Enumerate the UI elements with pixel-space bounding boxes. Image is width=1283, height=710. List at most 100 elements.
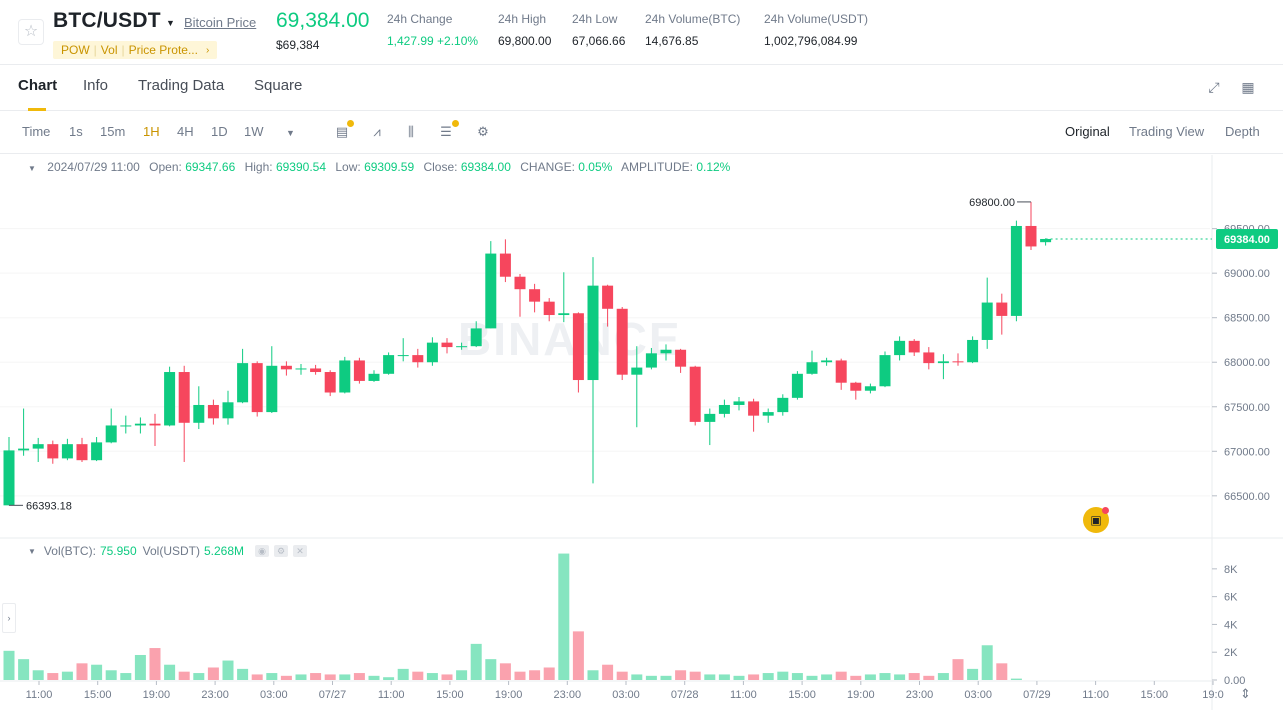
volume-tick-label: 6K bbox=[1224, 592, 1238, 604]
vol-btc-value: 75.950 bbox=[99, 544, 137, 558]
volume-bar bbox=[383, 677, 395, 680]
view-original[interactable]: Original bbox=[1065, 124, 1110, 139]
indicators-icon[interactable]: ⩘ bbox=[373, 124, 381, 139]
volume-bar bbox=[237, 668, 249, 680]
ohlc-high: 69390.54 bbox=[275, 160, 327, 174]
candle-body bbox=[631, 367, 643, 375]
axis-scale-icon[interactable]: ⇕ bbox=[1240, 686, 1251, 701]
volume-bar bbox=[397, 668, 409, 680]
candle-body bbox=[91, 442, 103, 461]
time-tick-label: 15:00 bbox=[436, 689, 464, 701]
stat-label: 24h Change bbox=[387, 12, 453, 26]
interval-1w[interactable]: 1W bbox=[244, 124, 264, 139]
volume-bar bbox=[105, 670, 117, 680]
tab-square[interactable]: Square bbox=[254, 77, 303, 94]
interval-1h[interactable]: 1H bbox=[143, 124, 160, 139]
volume-bar bbox=[748, 674, 760, 680]
pair-name[interactable]: BTC/USDT bbox=[53, 9, 161, 32]
tab-chart[interactable]: Chart bbox=[18, 77, 58, 94]
volume-bar bbox=[470, 643, 482, 680]
volume-bar bbox=[835, 671, 847, 680]
chart-type-icon[interactable]: ▤ bbox=[335, 124, 349, 139]
candle-body bbox=[996, 302, 1008, 316]
candle-body bbox=[178, 372, 190, 423]
ohlc-low-label: Low: bbox=[335, 160, 361, 174]
time-tick-label: 03:00 bbox=[964, 689, 992, 701]
volume-bar bbox=[923, 675, 935, 680]
candle-body bbox=[134, 423, 146, 426]
layout-grid-icon[interactable]: ▦ bbox=[1241, 79, 1255, 95]
stat-label: 24h Volume(BTC) bbox=[645, 12, 741, 26]
collapse-caret-icon[interactable]: ▼ bbox=[28, 164, 36, 173]
chart-tabs: Chart Info Trading Data Square bbox=[0, 65, 1283, 111]
chevron-right-icon[interactable]: › bbox=[2, 603, 16, 633]
volume-bar bbox=[645, 675, 657, 680]
volume-bar bbox=[704, 674, 716, 680]
candle-body bbox=[718, 404, 730, 414]
settings-gear-icon[interactable]: ⚙ bbox=[477, 124, 489, 139]
interval-15m[interactable]: 15m bbox=[100, 124, 126, 139]
ohlc-open: 69347.66 bbox=[185, 160, 236, 174]
volume-bar bbox=[441, 674, 453, 680]
chevron-down-icon[interactable]: ▼ bbox=[166, 18, 175, 28]
time-tick-label: 15:00 bbox=[788, 689, 816, 701]
view-trading-view[interactable]: Trading View bbox=[1129, 124, 1205, 139]
volume-bar bbox=[120, 673, 132, 680]
interval-1d[interactable]: 1D bbox=[211, 124, 228, 139]
volume-bar bbox=[280, 675, 292, 680]
candle-body bbox=[937, 361, 949, 364]
favorite-star-icon[interactable]: ☆ bbox=[18, 19, 44, 45]
candle-body bbox=[368, 373, 380, 381]
vol-usdt-label: Vol(USDT) bbox=[142, 544, 200, 558]
interval-4h[interactable]: 4H bbox=[177, 124, 194, 139]
candle-body bbox=[529, 289, 541, 302]
fullscreen-icon[interactable]: ⤢ bbox=[1208, 79, 1220, 95]
candle-body bbox=[660, 349, 672, 354]
tab-info[interactable]: Info bbox=[83, 77, 109, 94]
tag-vol[interactable]: Vol bbox=[100, 43, 118, 57]
time-tick-label: 07/27 bbox=[319, 689, 347, 701]
eye-icon[interactable]: ◉ bbox=[255, 545, 270, 557]
volume-bar bbox=[266, 673, 278, 680]
tab-trading-data[interactable]: Trading Data bbox=[138, 77, 225, 94]
candle-body bbox=[821, 360, 833, 363]
stat-label: 24h High bbox=[498, 12, 547, 26]
ohlc-open-label: Open: bbox=[149, 160, 182, 174]
volume-bar bbox=[149, 648, 161, 680]
candlestick-chart[interactable]: 66500.00 67000.00 67500.00 68000.00 68500.00… bbox=[0, 155, 1283, 710]
tag-pow[interactable]: POW bbox=[61, 43, 90, 57]
volume-tick-label: 0.00 bbox=[1224, 675, 1245, 687]
tag-separator: | bbox=[121, 43, 125, 57]
view-depth[interactable]: Depth bbox=[1225, 124, 1260, 139]
candle-body bbox=[908, 340, 920, 353]
chevron-right-icon[interactable]: › bbox=[205, 44, 210, 56]
volume-bar bbox=[602, 664, 614, 680]
volume-bar bbox=[894, 674, 906, 680]
interval-1s[interactable]: 1s bbox=[69, 124, 83, 139]
candle-style-icon[interactable]: ⫼ bbox=[408, 124, 414, 139]
stat-24h-volume-btc: 24h Volume(BTC) 14,676.85 bbox=[645, 12, 740, 48]
candle-body bbox=[339, 360, 351, 393]
time-tick-label: 19:00 bbox=[495, 689, 523, 701]
interval-time[interactable]: Time bbox=[22, 124, 51, 139]
volume-bar bbox=[660, 675, 672, 680]
tag-price-protection[interactable]: Price Prote... bbox=[128, 43, 198, 57]
time-tick-label: 03:00 bbox=[612, 689, 640, 701]
collapse-caret-icon[interactable]: ▼ bbox=[28, 546, 36, 556]
close-icon[interactable]: ✕ bbox=[293, 545, 308, 557]
usd-price: $69,384 bbox=[276, 38, 320, 52]
volume-bar bbox=[996, 663, 1008, 680]
settings-icon[interactable]: ⚙ bbox=[274, 545, 289, 557]
candle-body bbox=[3, 450, 15, 506]
tag-list[interactable]: POW | Vol | Price Prote... › bbox=[53, 41, 218, 59]
drawing-tools-icon[interactable]: ☰ bbox=[440, 124, 452, 139]
time-tick-label: 23:00 bbox=[906, 689, 934, 701]
stat-value: 69,800.00 bbox=[498, 34, 552, 48]
last-price-tag bbox=[1216, 228, 1278, 249]
interval-more-chevron-icon[interactable]: ▼ bbox=[286, 128, 295, 138]
stat-label: 24h Volume(USDT) bbox=[764, 12, 869, 26]
candle-body bbox=[426, 342, 438, 363]
coin-price-link[interactable]: Bitcoin Price bbox=[184, 15, 257, 30]
time-tick-label: 15:00 bbox=[84, 689, 112, 701]
time-tick-label: 11:00 bbox=[730, 689, 757, 701]
